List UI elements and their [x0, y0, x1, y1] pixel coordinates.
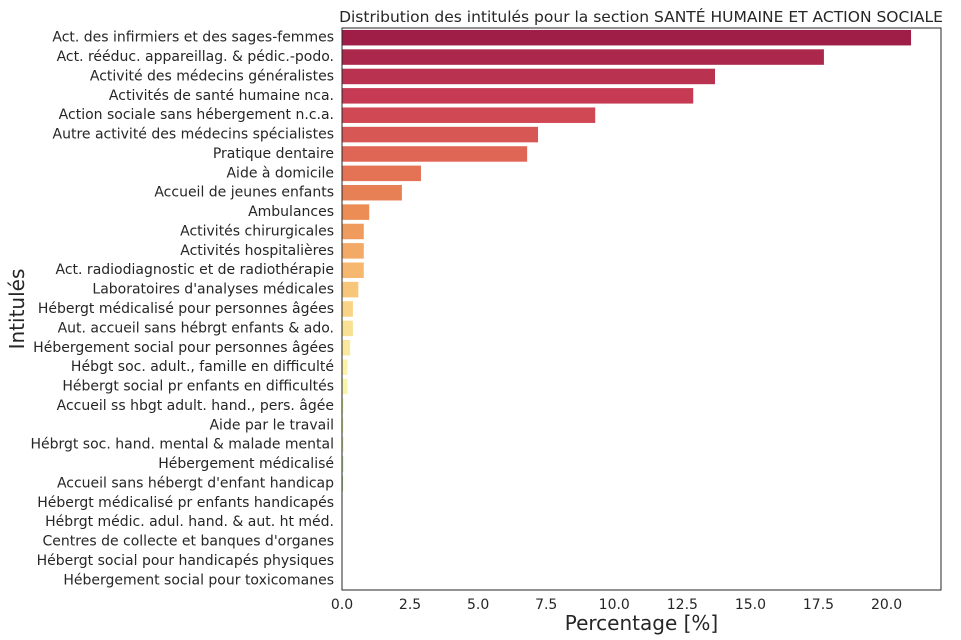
bar [342, 184, 402, 201]
x-tick-label: 20.0 [871, 597, 902, 613]
bar [342, 320, 353, 337]
category-label: Aide à domicile [226, 165, 334, 181]
bar [342, 436, 344, 453]
category-label: Accueil ss hbgt adult. hand., pers. âgée [57, 398, 334, 414]
bar [342, 88, 694, 104]
category-label: Hébgt soc. adult., famille en difficulté [71, 359, 334, 375]
plot-frame [341, 27, 942, 591]
bar [342, 126, 539, 143]
bar [342, 475, 344, 492]
category-label: Hébrgt médic. adul. hand. & aut. ht méd. [45, 514, 334, 530]
category-label: Activité des médecins généralistes [90, 68, 334, 84]
bar [342, 107, 596, 123]
bar [342, 165, 421, 182]
category-labels: Act. des infirmiers et des sages-femmes A… [30, 30, 334, 589]
x-tick-label: 10.0 [599, 597, 630, 613]
x-tick-label: 7.5 [535, 597, 557, 613]
category-label: Hébergt médicalisé pour personnes âgées [38, 301, 334, 317]
bar [342, 68, 716, 85]
x-tick-label: 0.0 [331, 597, 353, 613]
x-tick-label: 17.5 [803, 597, 834, 613]
category-label: Accueil de jeunes enfants [154, 185, 334, 201]
bar [342, 456, 344, 472]
bar [342, 359, 348, 375]
bar [342, 398, 344, 414]
category-label: Hébergt social pour handicapés physiques [37, 553, 334, 569]
bar [342, 340, 351, 356]
bar [342, 301, 353, 317]
x-axis-ticks: 0.0 2.5 5.0 7.5 10.0 12.5 15.0 17.5 20.0 [331, 597, 902, 613]
category-label: Activités chirurgicales [180, 223, 334, 239]
bar [342, 29, 912, 46]
category-label: Hébergement social pour toxicomanes [63, 572, 334, 588]
x-tick-label: 5.0 [467, 597, 489, 613]
category-label: Aide par le travail [209, 417, 334, 433]
category-label: Act. radiodiagnostic et de radiothérapie [56, 262, 334, 278]
category-label: Aut. accueil sans hébrgt enfants & ado. [58, 320, 334, 336]
category-label: Activités hospitalières [180, 243, 334, 259]
category-label: Accueil sans hébergt d'enfant handicap [57, 475, 334, 491]
bar [342, 262, 364, 278]
x-tick-label: 12.5 [667, 597, 698, 613]
category-label: Ambulances [248, 204, 334, 220]
category-label: Act. des infirmiers et des sages-femmes [52, 30, 334, 46]
bar [342, 49, 824, 65]
category-label: Hébergement médicalisé [158, 456, 334, 472]
bar [342, 223, 364, 240]
bar [342, 146, 528, 162]
x-axis-title: Percentage [%] [565, 611, 718, 635]
bar [342, 204, 370, 220]
category-label: Hébergt médicalisé pr enfants handicapés [37, 495, 334, 511]
bar [342, 417, 344, 434]
category-label: Activités de santé humaine nca. [109, 88, 334, 104]
category-label: Hébergement social pour personnes âgées [33, 340, 334, 356]
category-label: Act. rééduc. appareillag. & pédic.-podo. [57, 49, 334, 65]
category-label: Centres de collecte et banques d'organes [43, 534, 334, 550]
bar [342, 378, 348, 395]
bars-group [342, 29, 912, 589]
chart-title: Distribution des intitulés pour la secti… [339, 7, 943, 26]
y-axis-title: Intitulés [5, 269, 29, 350]
category-label: Laboratoires d'analyses médicales [92, 282, 334, 298]
x-tick-label: 2.5 [399, 597, 421, 613]
category-label: Hébergt social pr enfants en difficultés [62, 379, 334, 395]
category-label: Action sociale sans hébergement n.c.a. [59, 107, 334, 123]
bar [342, 281, 359, 298]
category-label: Hébrgt soc. hand. mental & malade mental [30, 437, 334, 453]
category-label: Autre activité des médecins spécialistes [53, 127, 334, 143]
bar [342, 243, 364, 259]
x-tick-label: 15.0 [735, 597, 766, 613]
category-label: Pratique dentaire [213, 146, 334, 162]
